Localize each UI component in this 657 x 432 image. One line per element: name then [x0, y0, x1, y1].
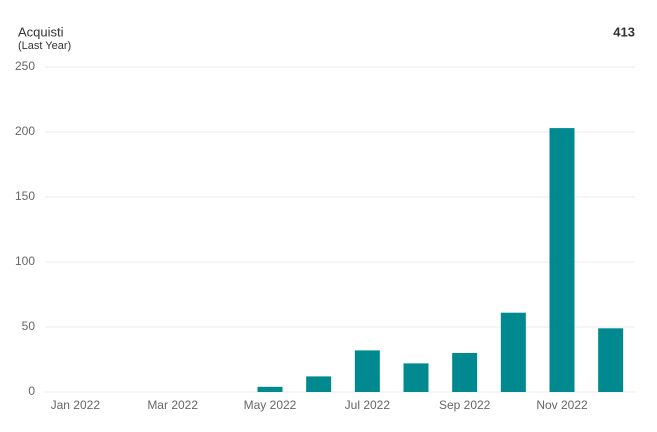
- bar: [549, 128, 575, 392]
- y-tick-label: 250: [15, 59, 35, 73]
- y-tick-label: 100: [15, 254, 35, 268]
- bar: [354, 350, 380, 392]
- y-tick-label: 150: [15, 189, 35, 203]
- bar: [598, 328, 624, 392]
- x-tick-label: Jan 2022: [51, 398, 101, 412]
- bar: [257, 386, 283, 392]
- x-tick-label: Nov 2022: [536, 398, 588, 412]
- bar: [452, 353, 478, 392]
- y-tick-label: 200: [15, 124, 35, 138]
- bar: [500, 312, 526, 392]
- bar: [306, 376, 332, 392]
- chart-title: Acquisti: [18, 24, 64, 39]
- x-tick-label: May 2022: [244, 398, 297, 412]
- chart-subtitle: (Last Year): [18, 40, 71, 52]
- x-tick-label: Sep 2022: [439, 398, 491, 412]
- y-tick-label: 50: [22, 319, 36, 333]
- x-tick-label: Jul 2022: [345, 398, 391, 412]
- total: 413: [613, 24, 635, 39]
- y-tick-label: 0: [28, 384, 35, 398]
- bar: [403, 363, 429, 392]
- x-tick-label: Mar 2022: [147, 398, 198, 412]
